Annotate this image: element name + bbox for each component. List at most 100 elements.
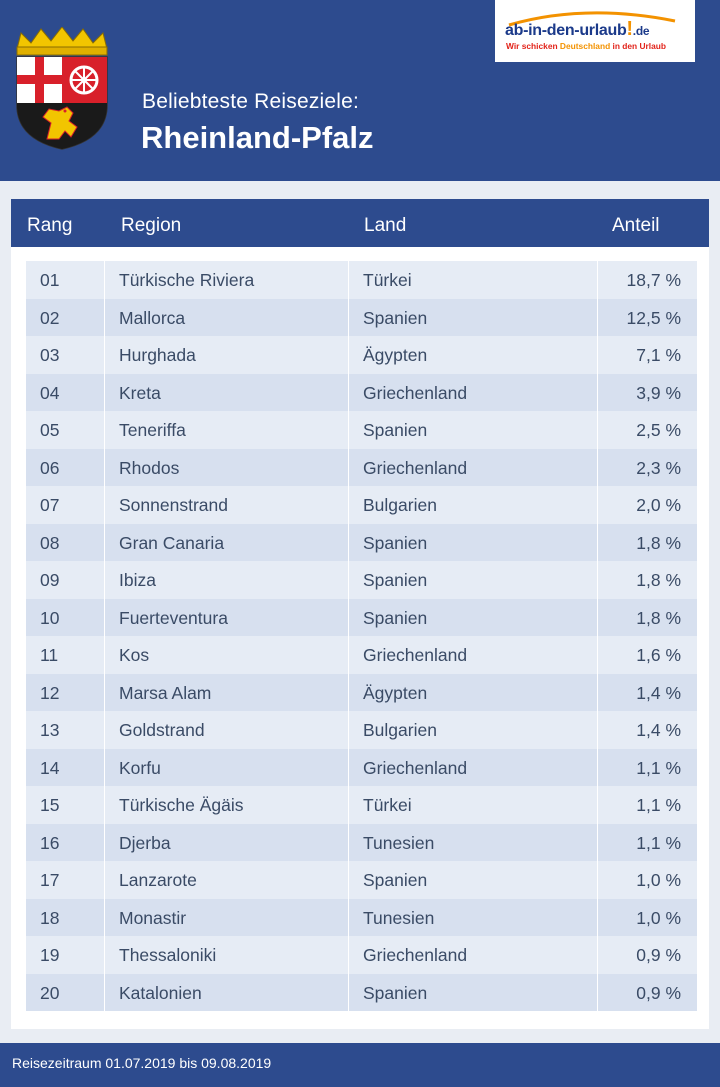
rank-cell: 17 [40,870,60,890]
rank-cell: 12 [40,682,60,703]
table-row: 03 Hurghada Ägypten 7,1 % [26,336,697,374]
table-row: 01 Türkische Riviera Türkei 18,7 % [26,261,697,299]
country-cell: Ägypten [363,682,428,703]
column-divider [348,973,349,1011]
rank-cell: 20 [40,982,60,1003]
region-cell: Teneriffa [119,420,186,440]
column-header-rang: Rang [27,215,73,236]
column-divider [348,448,349,486]
column-divider [597,823,598,861]
region-cell: Djerba [119,832,171,853]
region-cell: Mallorca [119,307,186,328]
region-cell: Lanzarote [119,870,197,890]
column-divider [348,673,349,711]
table-row: 09 Ibiza Spanien 1,8 % [26,561,697,599]
region-cell: Thessaloniki [119,945,217,965]
header-subtitle: Beliebteste Reiseziele: [142,90,360,113]
column-divider [104,336,105,374]
column-divider [597,373,598,411]
country-cell: Griechenland [363,945,468,965]
column-divider [348,373,349,411]
column-divider [597,973,598,1011]
share-cell: 3,9 % [636,382,681,403]
column-divider [597,561,598,599]
column-divider [597,486,598,524]
brand-logo[interactable]: ab-in-den-urlaub!.de Wir schicken Deutsc… [495,0,695,62]
country-cell: Türkei [363,270,412,290]
table-row: 18 Monastir Tunesien 1,0 % [26,898,697,936]
column-divider [597,673,598,711]
column-divider [348,786,349,824]
travel-period-note: Reisezeitraum 01.07.2019 bis 09.08.2019 [12,1055,272,1071]
country-cell: Spanien [363,420,428,440]
share-cell: 2,3 % [636,457,681,478]
share-cell: 1,8 % [636,607,681,628]
table-row: 11 Kos Griechenland 1,6 % [26,636,697,674]
table-row: 05 Teneriffa Spanien 2,5 % [26,411,697,449]
country-cell: Tunesien [363,832,435,853]
country-cell: Griechenland [363,757,468,778]
column-divider [597,448,598,486]
column-divider [104,561,105,599]
column-divider [348,411,349,449]
rank-cell: 04 [40,382,60,403]
header-banner: Beliebteste Reiseziele: Rheinland-Pfalz … [0,0,720,181]
column-divider [597,523,598,561]
logo-tagline: Wir schicken Deutschland in den Urlaub [506,41,691,51]
column-divider [104,748,105,786]
region-cell: Rhodos [119,457,180,478]
column-divider [104,973,105,1011]
logo-exclamation: ! [626,18,633,40]
table-row: 14 Korfu Griechenland 1,1 % [26,748,697,786]
column-divider [348,936,349,974]
region-cell: Monastir [119,907,187,928]
logo-wordmark-text: ab-in-den-urlaub [505,22,627,39]
share-cell: 1,1 % [636,832,681,853]
share-cell: 1,8 % [636,570,681,590]
logo-tagline-highlight: Deutschland [559,41,611,51]
table-row: 08 Gran Canaria Spanien 1,8 % [26,523,697,561]
column-divider [104,261,105,299]
share-cell: 1,0 % [636,870,681,890]
share-cell: 1,4 % [636,682,681,703]
rank-cell: 03 [40,345,60,365]
region-cell: Katalonien [119,982,202,1003]
rank-cell: 13 [40,720,60,740]
column-divider [104,636,105,674]
region-cell: Hurghada [119,345,196,365]
logo-tagline-end: in den Urlaub [610,41,667,51]
country-cell: Spanien [363,532,428,553]
rank-cell: 02 [40,307,60,328]
rank-cell: 15 [40,795,60,815]
rank-cell: 10 [40,607,60,628]
column-divider [348,861,349,899]
column-divider [597,336,598,374]
column-divider [104,936,105,974]
country-cell: Ägypten [363,345,428,365]
table-row: 06 Rhodos Griechenland 2,3 % [26,448,697,486]
table-row: 15 Türkische Ägäis Türkei 1,1 % [26,786,697,824]
column-header-land: Land [364,215,407,236]
column-divider [348,898,349,936]
column-header-region: Region [121,215,182,236]
region-cell: Fuerteventura [119,607,228,628]
column-divider [104,786,105,824]
logo-wordmark: ab-in-den-urlaub!.de [505,18,690,41]
table-row: 20 Katalonien Spanien 0,9 % [26,973,697,1011]
region-cell: Kreta [119,382,161,403]
share-cell: 1,0 % [636,907,681,928]
country-cell: Spanien [363,607,428,628]
column-divider [597,936,598,974]
rheinland-pfalz-coat-of-arms-icon [16,27,108,150]
table-row: 16 Djerba Tunesien 1,1 % [26,823,697,861]
column-divider [104,523,105,561]
column-divider [104,411,105,449]
column-divider [348,523,349,561]
table-row: 07 Sonnenstrand Bulgarien 2,0 % [26,486,697,524]
rank-cell: 08 [40,532,60,553]
header-title: Rheinland-Pfalz [141,120,374,155]
table-row: 02 Mallorca Spanien 12,5 % [26,298,697,336]
rank-cell: 18 [40,907,60,928]
country-cell: Griechenland [363,457,468,478]
column-header-anteil: Anteil [612,215,660,236]
